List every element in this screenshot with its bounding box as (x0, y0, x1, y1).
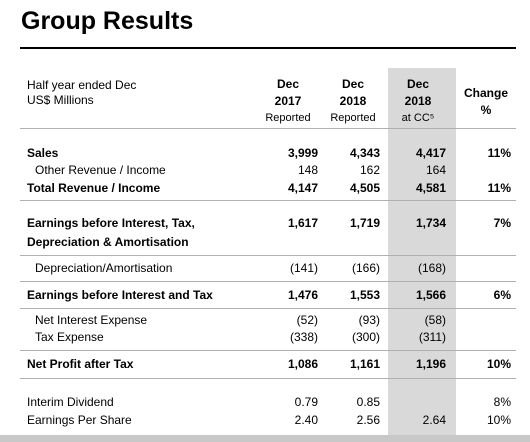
row-value: 2.64 (422, 413, 446, 427)
column-header: Reported (265, 112, 311, 124)
column-header: Dec (406, 77, 429, 91)
column-header: % (480, 103, 492, 117)
row-label: Net Profit after Tax (27, 357, 134, 371)
row-label: Tax Expense (35, 330, 104, 344)
row-value: 11% (487, 146, 511, 160)
row-rule (20, 378, 516, 379)
row-label: Other Revenue / Income (35, 163, 166, 177)
column-header: Dec (341, 77, 364, 91)
column-header: 2018 (339, 94, 367, 108)
row-label: Net Interest Expense (35, 313, 148, 327)
row-value: (168) (417, 261, 446, 275)
row-value: (311) (418, 330, 446, 344)
column-header: Reported (330, 112, 376, 124)
row-value: 1,734 (415, 216, 446, 230)
column-header: 2018 (404, 94, 432, 108)
row-label: Depreciation/Amortisation (35, 261, 173, 275)
row-value: (58) (424, 313, 446, 327)
cc-column-shade (388, 68, 456, 436)
row-value: 0.85 (356, 395, 380, 409)
row-value: 1,617 (287, 216, 318, 230)
row-value: 1,086 (287, 357, 318, 371)
row-value: (52) (296, 313, 318, 327)
row-value: 1,566 (415, 288, 446, 302)
row-value: (338) (289, 330, 318, 344)
row-value: 0.79 (294, 395, 318, 409)
row-value: 1,161 (349, 357, 380, 371)
row-rule (20, 281, 516, 282)
row-rule (20, 350, 516, 351)
row-value: 1,719 (349, 216, 380, 230)
row-rule (20, 255, 516, 256)
row-value: 10% (486, 413, 511, 427)
row-value: 164 (425, 163, 446, 177)
row-label: Earnings Per Share (27, 413, 132, 427)
row-label: Total Revenue / Income (27, 181, 161, 195)
row-value: 162 (359, 163, 380, 177)
row-value: 4,581 (415, 181, 446, 195)
row-value: 2.40 (294, 413, 318, 427)
row-value: (166) (351, 261, 380, 275)
row-value: 2.56 (356, 413, 380, 427)
row-value: 1,553 (349, 288, 380, 302)
row-value: 7% (493, 216, 511, 230)
row-rule (20, 308, 516, 309)
page-title: Group Results (21, 7, 194, 35)
row-value: (300) (351, 330, 380, 344)
column-header: Dec (276, 77, 299, 91)
row-value: 1,196 (415, 357, 446, 371)
label-header: Half year ended Dec (27, 78, 137, 92)
row-value: 4,343 (349, 146, 380, 160)
label-header: US$ Millions (27, 93, 94, 107)
row-value: 6% (493, 288, 511, 302)
row-value: 10% (486, 357, 511, 371)
bottom-bar (0, 435, 530, 442)
column-header: at CC⁵ (401, 112, 435, 124)
row-label: Depreciation & Amortisation (27, 235, 189, 249)
row-value: (141) (289, 261, 318, 275)
column-header: 2017 (274, 94, 302, 108)
row-value: 11% (487, 181, 511, 195)
row-value: 148 (297, 163, 318, 177)
row-value: 4,147 (287, 181, 318, 195)
row-rule (20, 200, 516, 201)
row-value: 4,417 (415, 146, 446, 160)
row-value: 1,476 (287, 288, 318, 302)
row-value: 8% (493, 395, 511, 409)
row-label: Earnings before Interest and Tax (27, 288, 213, 302)
row-label: Earnings before Interest, Tax, (27, 216, 195, 230)
column-header: Change (463, 86, 508, 100)
row-rule (20, 128, 516, 129)
row-value: 4,505 (349, 181, 380, 195)
row-value: 3,999 (287, 146, 318, 160)
row-label: Sales (27, 146, 59, 160)
row-value: (93) (358, 313, 380, 327)
row-label: Interim Dividend (27, 395, 114, 409)
title-rule (20, 47, 516, 49)
